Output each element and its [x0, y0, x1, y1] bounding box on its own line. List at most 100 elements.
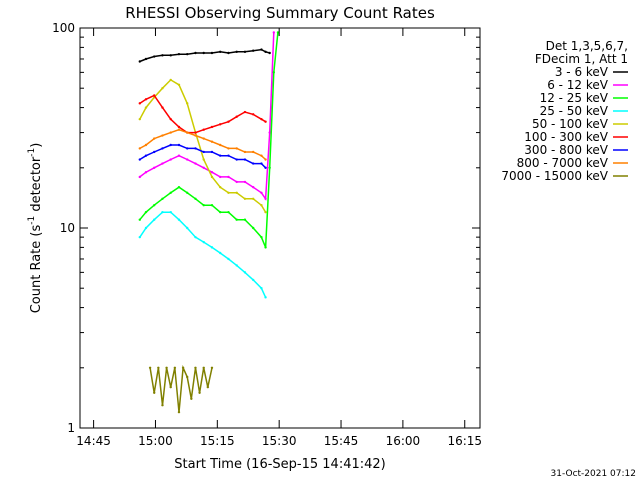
series-50-100-kev-point [210, 175, 214, 179]
series-12-25-kev-point [169, 191, 172, 194]
series-100-300-kev-point [177, 125, 181, 129]
series-300-800-kev-point [260, 162, 263, 165]
series-12-25-kev-point [251, 226, 255, 230]
series-300-800-kev-point [153, 150, 156, 154]
series-800-7000-kev-point [153, 137, 156, 140]
x-tick-label: 15:00 [138, 434, 173, 448]
legend-entry-label: 50 - 100 keV [532, 117, 609, 131]
series-300-800-kev-point [243, 158, 247, 161]
series-25-50-kev-point [251, 278, 255, 282]
series-300-800-kev-point [144, 154, 148, 157]
series-50-100-kev-point [251, 197, 255, 200]
series-300-800-kev-point [264, 166, 267, 169]
series-12-25-kev-point [276, 31, 280, 34]
legend-header-line: Det 1,3,5,6,7, [546, 39, 628, 53]
series-25-50-kev-point [194, 235, 197, 239]
series-100-300-kev-point [194, 131, 197, 134]
series-3-6-kev-point [186, 52, 189, 56]
series-300-800-kev-point [202, 150, 205, 154]
series-100-300-kev-point [219, 123, 222, 126]
series-6-12-kev-point [268, 131, 271, 134]
series-800-7000-kev-point [235, 147, 238, 150]
series-3-6-kev-point [194, 51, 197, 55]
x-tick-label: 14:45 [76, 434, 111, 448]
series-50-100-kev-point [144, 106, 148, 109]
series-100-300-kev-point [251, 113, 255, 116]
series-3-6-kev-point [235, 50, 238, 54]
series-3-6-kev-point [219, 50, 222, 54]
legend: Det 1,3,5,6,7,FDecim 1, Att 13 - 6 keV6 … [501, 39, 628, 183]
legend-entry-label: 3 - 6 keV [555, 65, 609, 79]
series-6-12-kev-point [202, 166, 205, 169]
y-tick-label: 10 [60, 221, 75, 235]
series-3-6-kev-point [144, 57, 148, 61]
series-6-12-kev-point [272, 31, 276, 34]
series-800-7000-kev-point [194, 134, 197, 137]
series-100-300-kev-point [169, 117, 172, 121]
series-12-25-kev-point [260, 235, 263, 239]
series-7000-15000-kev-point [198, 391, 201, 394]
series-300-800-kev-point [177, 143, 181, 147]
series-6-12-kev-point [186, 158, 189, 161]
series-25-50-kev-point [235, 264, 238, 267]
series-12-25-kev-point [264, 246, 267, 249]
series-12-25-kev-point [227, 210, 230, 214]
series-6-12-kev-point [260, 191, 263, 194]
series-6-12-kev-point [194, 162, 197, 165]
series-12-25-kev-point [177, 185, 181, 189]
series-100-300-kev-point [161, 106, 164, 109]
series-12-25-kev-point [219, 210, 222, 214]
series-6-12-kev-point [227, 175, 230, 179]
series-50-100-kev-point [202, 158, 205, 161]
y-tick-label: 1 [67, 421, 75, 435]
series-7000-15000-kev-point [157, 366, 160, 369]
series-800-7000-kev-point [251, 150, 255, 154]
series-6-12-kev-point [144, 171, 148, 174]
x-tick-label: 15:30 [262, 434, 297, 448]
series-300-800-kev-point [169, 143, 172, 147]
series-6-12-kev-point [219, 175, 222, 179]
series-12-25-kev-point [144, 210, 148, 214]
series-12-25-kev-point [194, 197, 197, 200]
series-6-12-kev-point [210, 171, 214, 174]
series-6-12-kev-point [138, 175, 141, 179]
series-50-100-kev-point [243, 197, 247, 200]
legend-header-line: FDecim 1, Att 1 [535, 52, 628, 66]
series-800-7000-kev-point [161, 134, 164, 137]
series-300-800-kev-point [227, 154, 230, 157]
legend-entry-label: 25 - 50 keV [540, 104, 609, 118]
series-25-50-kev-point [210, 246, 214, 249]
series-6-12-kev-point [177, 154, 181, 157]
series-12-25-kev-point [268, 166, 271, 169]
series-12-25-kev-point [210, 204, 214, 207]
series-6-12-kev-point [235, 180, 238, 184]
series-100-300-kev-point [235, 115, 238, 118]
legend-entry-label: 6 - 12 keV [547, 78, 609, 92]
series-3-6-kev-point [202, 51, 205, 55]
series-12-25-kev-point [243, 218, 247, 221]
series-50-100-kev-point [138, 117, 141, 121]
series-50-100-kev-point [264, 210, 267, 214]
series-50-100-kev-point [235, 191, 238, 194]
series-7000-15000-kev-point [153, 391, 156, 394]
series-3-6-kev-point [138, 60, 141, 63]
chart-title: RHESSI Observing Summary Count Rates [125, 4, 435, 22]
y-axis-label-end: ) [29, 143, 44, 148]
series-7000-15000-kev-point [194, 366, 197, 369]
y-axis-label-sup1: -1 [27, 216, 37, 225]
series-800-7000-kev-point [243, 150, 247, 154]
series-25-50-kev-point [144, 226, 148, 230]
series-100-300-kev-point [243, 110, 247, 114]
series-800-7000-kev-point [264, 158, 267, 161]
series-25-50-kev-point [186, 226, 189, 230]
series-12-25-kev-point [138, 218, 141, 221]
series-7000-15000-kev-point [190, 397, 193, 400]
series-3-6-kev-line [139, 48, 270, 63]
series-100-300-kev-point [144, 98, 148, 101]
axis-layer: 14:45 15:00 15:15 15:30 15:45 16:00 16:15 1 10 10… [52, 21, 482, 448]
series-7000-15000-kev-point [148, 366, 152, 369]
series-6-12-kev-point [161, 162, 164, 165]
series-layer [138, 31, 280, 414]
series-50-100-kev-point [186, 102, 189, 105]
